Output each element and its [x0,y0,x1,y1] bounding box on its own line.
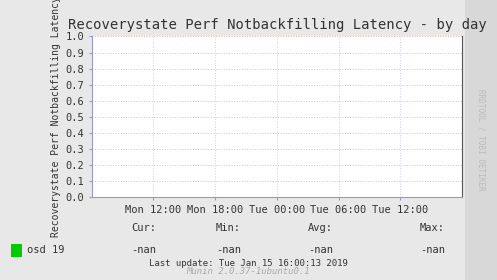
Text: osd 19: osd 19 [27,245,65,255]
Y-axis label: Recoverystate Perf Notbackfilling Latency: Recoverystate Perf Notbackfilling Latenc… [51,0,62,237]
Text: Max:: Max: [420,223,445,233]
Text: -nan: -nan [132,245,157,255]
Text: Munin 2.0.37-1ubuntu0.1: Munin 2.0.37-1ubuntu0.1 [187,267,310,276]
Text: -nan: -nan [420,245,445,255]
Text: Cur:: Cur: [132,223,157,233]
Text: Last update: Tue Jan 15 16:00:13 2019: Last update: Tue Jan 15 16:00:13 2019 [149,259,348,268]
Text: RRDTOOL / TOBI OETIKER: RRDTOOL / TOBI OETIKER [476,89,486,191]
Title: Recoverystate Perf Notbackfilling Latency - by day: Recoverystate Perf Notbackfilling Latenc… [68,18,487,32]
Text: -nan: -nan [216,245,241,255]
Text: Min:: Min: [216,223,241,233]
Text: Avg:: Avg: [308,223,333,233]
Text: -nan: -nan [308,245,333,255]
